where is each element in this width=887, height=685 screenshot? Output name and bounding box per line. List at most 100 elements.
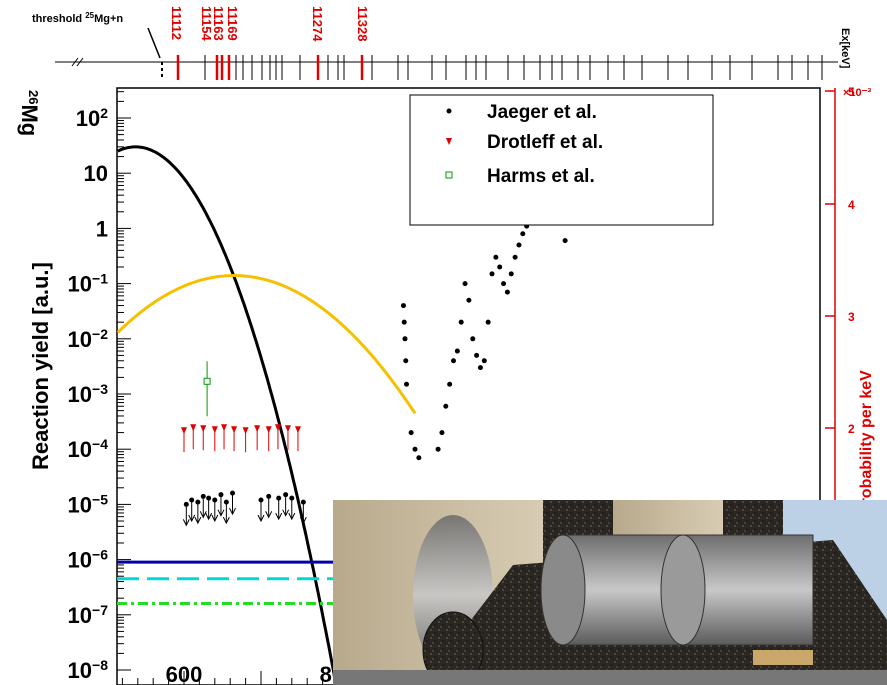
yellow-curve: [116, 274, 417, 415]
y-tick-label: 10−1: [68, 271, 109, 297]
jaeger-point: [474, 352, 480, 358]
y-tick-exponent: 2: [100, 105, 108, 121]
right-tick-label: 3: [848, 310, 855, 324]
y-tick-base: 10: [68, 658, 92, 683]
jaeger-point: [403, 358, 409, 364]
y-tick-label: 10−5: [68, 491, 109, 517]
y-axis-title: Reaction yield [a.u.]: [28, 262, 53, 470]
upper-limit-head: [229, 507, 236, 516]
right-tick-label: 2: [848, 422, 855, 436]
level-label: 11328: [355, 6, 370, 41]
jaeger-point: [404, 381, 410, 387]
threshold-pointer: [147, 27, 161, 59]
legend-label-drotleff: Drotleff et al.: [487, 132, 603, 153]
jaeger-point: [408, 430, 414, 436]
legend: Jaeger et al. Drotleff et al. Harms et a…: [409, 94, 714, 226]
jaeger-point: [520, 231, 526, 237]
y-tick-base: 10: [68, 437, 92, 462]
harms-series: [203, 361, 211, 417]
level-label: 11274: [310, 6, 325, 42]
y-tick-exponent: −5: [92, 491, 108, 507]
jaeger-point: [416, 455, 422, 461]
jaeger-point: [481, 358, 487, 364]
jaeger-point: [489, 271, 495, 277]
jaeger-point: [400, 303, 406, 309]
jaeger-point: [562, 238, 568, 244]
drotleff-series: [181, 424, 301, 453]
level-label: 11163: [211, 6, 226, 41]
jaeger-point: [458, 319, 464, 325]
y-tick-label: 10: [84, 161, 108, 186]
axis-ticks: [117, 91, 493, 685]
upper-limit-head: [211, 514, 219, 523]
right-tick-label: 5: [848, 85, 855, 99]
y-tick-base: 10: [68, 382, 92, 407]
ex-axis-label: Ex[keV]: [839, 28, 851, 69]
y-tick-exponent: −6: [92, 547, 108, 563]
y-tick-base: 10: [68, 327, 92, 352]
y-tick-label: 102: [76, 105, 108, 131]
level-label: 11112: [169, 6, 184, 40]
upper-limit-head: [275, 512, 283, 521]
legend-box: [409, 94, 714, 226]
jaeger-point: [412, 446, 418, 452]
y-tick-exponent: −7: [92, 602, 108, 618]
threshold-label: threshold 25Mg+n: [32, 11, 123, 26]
jaeger-point: [402, 336, 408, 342]
legend-label-jaeger: Jaeger et al.: [487, 102, 597, 123]
y-tick-base: 10: [68, 272, 92, 297]
upper-limit-head: [205, 512, 213, 521]
y-tick-base: 10: [84, 161, 108, 186]
jaeger-point: [466, 297, 472, 303]
upper-limit-head: [288, 512, 296, 521]
jaeger-point: [504, 289, 510, 295]
y-tick-base: 1: [96, 216, 108, 241]
jaeger-point: [477, 365, 483, 371]
y-tick-label: 10−3: [68, 381, 109, 407]
upper-limit-head: [222, 516, 230, 525]
jaeger-point: [497, 264, 503, 270]
jaeger-point: [516, 242, 522, 248]
level-label: 11154: [199, 6, 214, 41]
jaeger-point: [485, 319, 491, 325]
jaeger-point: [512, 254, 518, 260]
y-tick-label: 10−2: [68, 326, 109, 352]
jaeger-point: [470, 336, 476, 342]
nucleus-label: 26Mg: [17, 90, 42, 136]
jaeger-point: [401, 319, 407, 325]
threshold-prefix: threshold: [32, 13, 82, 25]
jaeger-point: [462, 281, 468, 287]
upper-limit-head: [217, 509, 225, 517]
axis-break-marker: [71, 57, 84, 67]
y-tick-base: 10: [68, 603, 92, 628]
black-upper-limits: [182, 490, 307, 527]
jaeger-point: [451, 358, 456, 364]
upper-limit-head: [299, 516, 307, 525]
y-tick-label: 10−4: [68, 436, 109, 462]
nucleus-symbol: Mg: [17, 104, 42, 136]
legend-label-harms: Harms et al.: [487, 166, 595, 187]
constant-lines: [117, 560, 333, 606]
level-lines: [176, 55, 823, 80]
jaeger-point: [493, 254, 499, 260]
plot-frame: [116, 87, 821, 685]
right-tick-labels: 5 4 3 2: [825, 85, 855, 436]
y-tick-label: 10−6: [68, 547, 109, 573]
upper-limit-head: [257, 514, 265, 523]
legend-marker-drotleff: [446, 138, 452, 145]
y-tick-base: 10: [68, 492, 92, 517]
legend-marker-jaeger: [446, 108, 452, 114]
curves: [116, 145, 417, 685]
y-tick-exponent: −3: [92, 381, 108, 397]
upper-limit-head: [194, 516, 202, 525]
jaeger-point: [439, 430, 445, 436]
jaeger-point: [443, 403, 449, 409]
threshold-tail: Mg+n: [94, 13, 123, 25]
y-tick-exponent: −4: [92, 436, 108, 452]
upper-limit-head: [265, 511, 273, 519]
jaeger-point: [454, 348, 460, 354]
right-exponent: ×10⁻³: [843, 87, 871, 99]
